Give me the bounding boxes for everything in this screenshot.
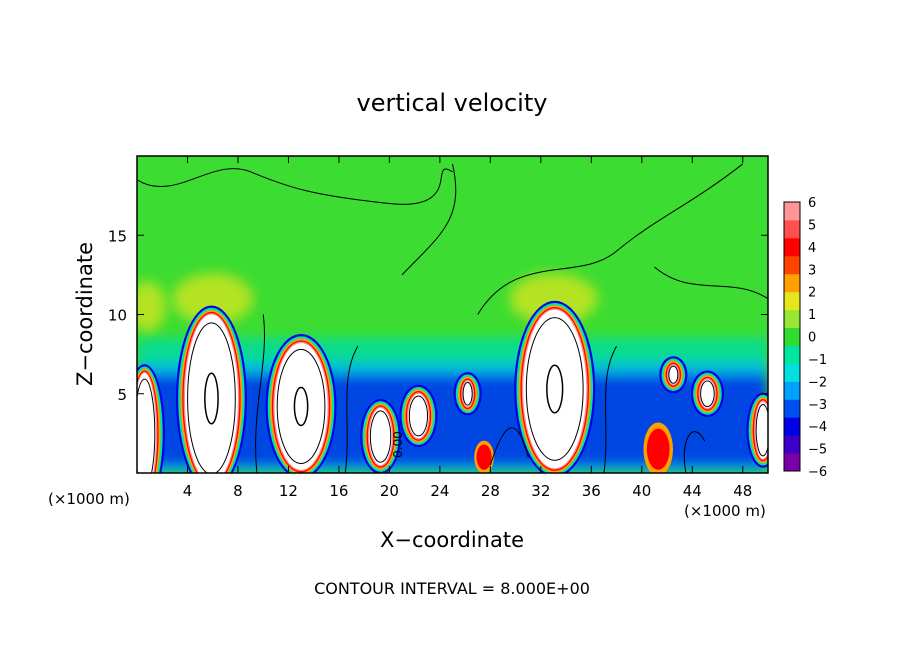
colorbar-swatch [784, 363, 800, 382]
colorbar-label: −1 [808, 353, 827, 368]
x-axis: 4 8 12 16 20 24 28 32 36 40 44 48 [183, 156, 752, 500]
colorbar-label: 6 [808, 196, 816, 211]
feature-updraft-2 [265, 334, 337, 473]
colorbar-swatch [784, 453, 800, 472]
colorbar-swatch [784, 327, 800, 346]
x-axis-label: X−coordinate [380, 528, 524, 552]
x-tick-label: 4 [183, 482, 193, 500]
contour-label: 0.00 [391, 431, 405, 458]
crown-2 [137, 281, 167, 332]
feature-updraft-9 [746, 392, 768, 468]
x-tick-label: 32 [531, 482, 550, 500]
y-axis-label: Z−coordinate [73, 242, 97, 386]
feature-updraft-6 [514, 300, 596, 473]
chart-title: vertical velocity [357, 89, 548, 117]
y-tick-label: 15 [108, 227, 127, 245]
x-tick-label: 8 [233, 482, 243, 500]
x-tick-label: 44 [683, 482, 702, 500]
colorbar: 6 5 4 3 2 1 0 −1 −2 −3 −4 −5 −6 [783, 196, 827, 480]
colorbar-label: 2 [808, 286, 816, 301]
colorbar-swatch [784, 237, 800, 257]
feature-updraft-7 [659, 356, 688, 394]
feature-updraft-4 [399, 384, 438, 448]
x-tick-label: 40 [632, 482, 651, 500]
x-tick-label: 24 [430, 482, 449, 500]
crown-1 [509, 273, 598, 325]
y-tick-label: 10 [108, 307, 127, 325]
x-tick-label: 12 [279, 482, 298, 500]
x-tick-label: 28 [481, 482, 500, 500]
colorbar-label: −4 [808, 420, 827, 435]
crown-0 [172, 273, 254, 325]
feature-updraft-0 [137, 364, 165, 473]
contour-interval-footer: CONTOUR INTERVAL = 8.000E+00 [314, 579, 590, 598]
colorbar-label: −2 [808, 375, 827, 390]
colorbar-swatch [784, 399, 800, 418]
colorbar-label: 1 [808, 308, 816, 323]
feature-updraft-1 [175, 305, 247, 473]
x-tick-label: 36 [582, 482, 601, 500]
colorbar-label: 4 [808, 241, 816, 256]
colorbar-swatch [784, 273, 800, 293]
colorbar-label: 3 [808, 263, 816, 278]
x-unit-left: (×1000 m) [48, 490, 130, 508]
x-tick-label: 20 [380, 482, 399, 500]
y-tick-label: 5 [117, 386, 127, 404]
x-tick-label: 16 [329, 482, 348, 500]
x-unit-right: (×1000 m) [684, 502, 766, 520]
colorbar-swatch [784, 202, 800, 221]
y-axis: 5 10 15 [108, 227, 768, 404]
colorbar-swatch [784, 309, 800, 329]
feature-updraft-8 [690, 370, 724, 418]
feature-updraft-3 [360, 399, 401, 473]
plot-area: 0.00 [137, 156, 768, 473]
feature-updraft-5 [453, 372, 482, 416]
colorbar-label: −5 [808, 443, 827, 458]
feature-weak_updraft-11 [474, 440, 494, 473]
colorbar-label: −6 [808, 465, 827, 480]
colorbar-swatch [784, 345, 800, 364]
colorbar-frame [783, 201, 801, 472]
colorbar-swatch [784, 255, 800, 275]
colorbar-label: 0 [808, 331, 816, 346]
colorbar-label: 5 [808, 218, 816, 233]
colorbar-label: −3 [808, 398, 827, 413]
feature-weak_updraft-10 [643, 422, 673, 473]
colorbar-swatch [784, 291, 800, 311]
colorbar-swatch [784, 435, 800, 454]
x-tick-label: 48 [733, 482, 752, 500]
colorbar-swatch [784, 417, 800, 436]
colorbar-swatch [784, 381, 800, 400]
zero-contours [137, 163, 768, 473]
colorbar-swatch [784, 219, 800, 239]
